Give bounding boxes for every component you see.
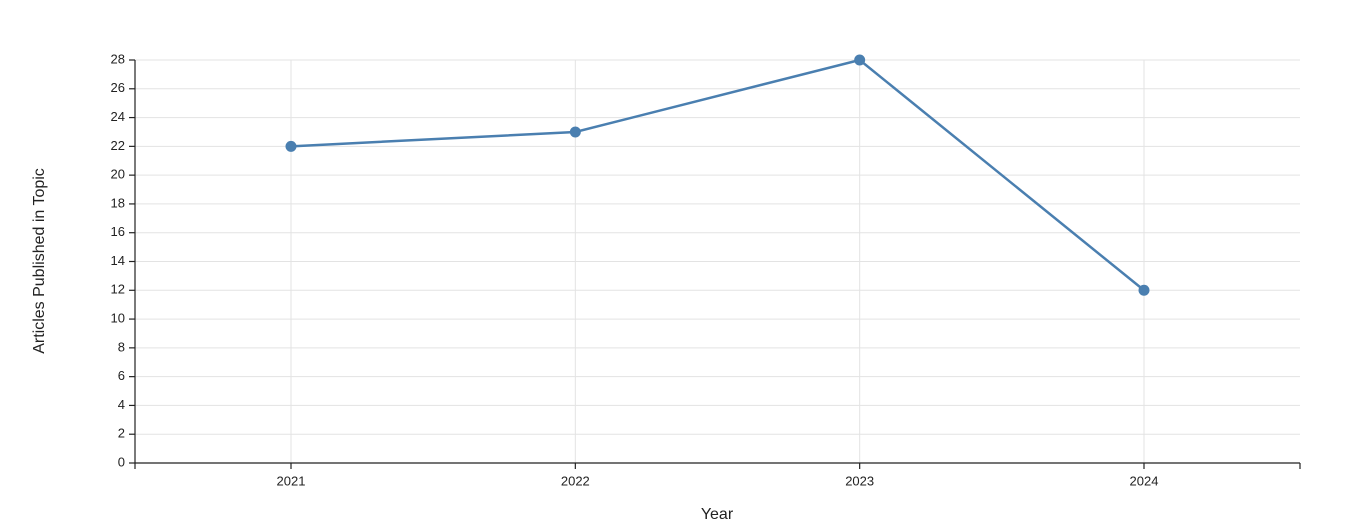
y-tick-label: 20 (111, 167, 125, 182)
y-tick-label: 0 (118, 454, 125, 469)
y-tick-label: 10 (111, 311, 125, 326)
y-tick-label: 18 (111, 195, 125, 210)
data-line (290, 58, 1145, 292)
x-tick-label: 2023 (845, 473, 874, 488)
y-tick-label: 24 (111, 109, 125, 124)
y-tick-label: 2 (118, 426, 125, 441)
x-tick-label: 2021 (277, 473, 306, 488)
data-point (569, 126, 581, 138)
y-tick-label: 12 (111, 282, 125, 297)
y-tick-label: 6 (118, 368, 125, 383)
x-tick-label: 2024 (1130, 473, 1159, 488)
y-tick-label: 28 (111, 51, 125, 66)
x-axis-title: Year (701, 506, 734, 520)
y-tick-label: 22 (111, 138, 125, 153)
data-point (854, 54, 866, 66)
y-tick-label: 16 (111, 224, 125, 239)
y-tick-label: 14 (111, 253, 125, 268)
y-axis-title: Articles Published in Topic (31, 168, 48, 354)
x-tick-label: 2022 (561, 473, 590, 488)
y-tick-label: 26 (111, 80, 125, 95)
y-tick-label: 4 (118, 397, 125, 412)
y-tick-label: 8 (118, 339, 125, 354)
data-point (1138, 284, 1150, 296)
data-point (285, 140, 297, 152)
